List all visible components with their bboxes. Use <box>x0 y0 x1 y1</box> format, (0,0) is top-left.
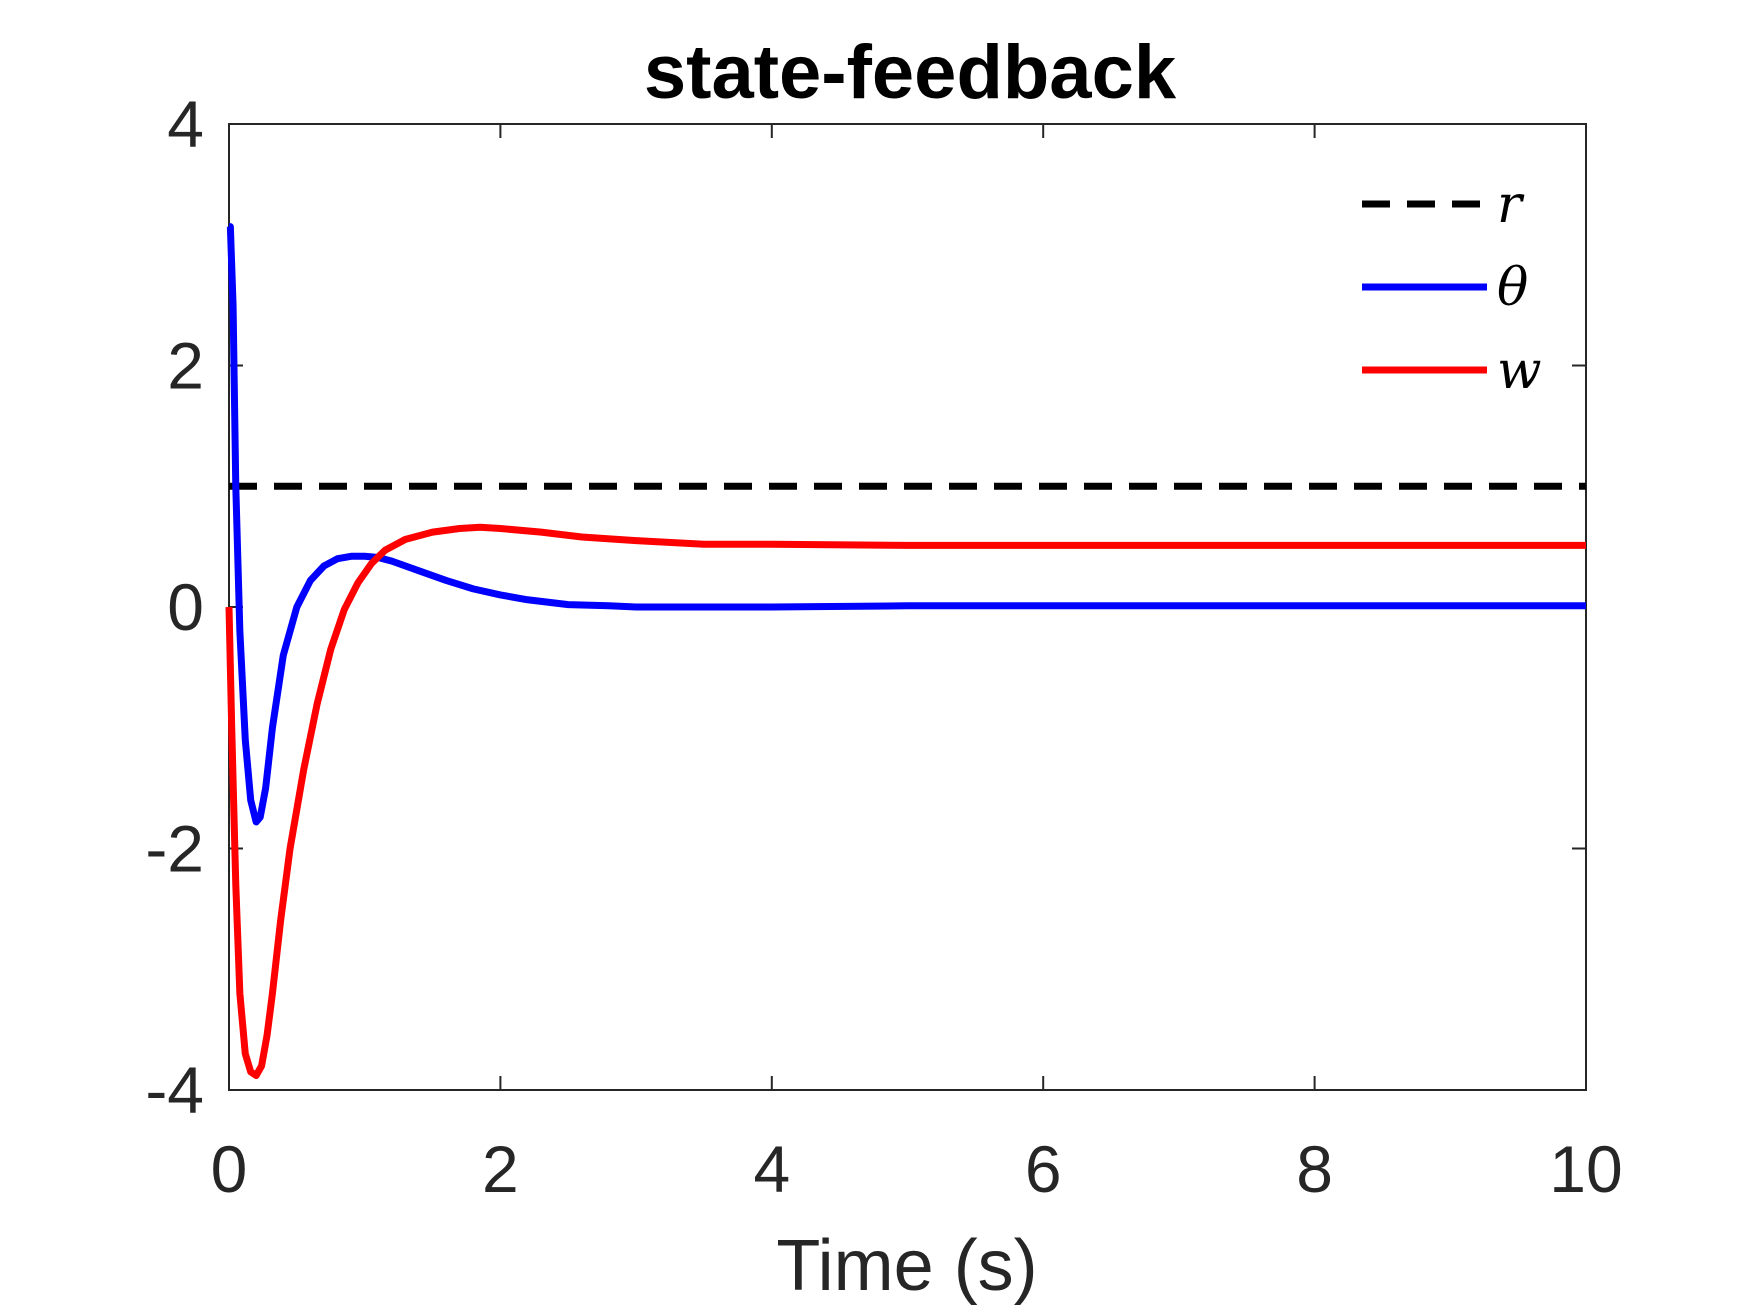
series-line-2 <box>225 523 1586 1080</box>
y-tick-label: -4 <box>145 1053 204 1127</box>
series-layer <box>225 223 1586 1080</box>
y-tick-label: 0 <box>167 570 204 644</box>
y-tick-label: -2 <box>145 812 204 886</box>
x-tick-label: 8 <box>1296 1132 1333 1206</box>
ticks-layer: 0 2 4 6 8 10 -4 -2 0 2 4 <box>145 87 1622 1206</box>
y-tick-label: 4 <box>167 87 204 161</box>
x-tick-label: 2 <box>482 1132 519 1206</box>
x-tick-label: 6 <box>1025 1132 1062 1206</box>
legend-label-2: w <box>1497 341 1542 401</box>
x-tick-label: 10 <box>1549 1132 1622 1206</box>
legend-label-1: θ <box>1497 258 1528 318</box>
chart-title: state-feedback <box>644 30 1177 115</box>
y-tick-label: 2 <box>167 329 204 403</box>
series-line-1 <box>226 223 1586 826</box>
x-axis-label: Time (s) <box>776 1226 1037 1306</box>
legend: rθw <box>1362 175 1542 401</box>
x-tick-label: 4 <box>753 1132 790 1206</box>
x-tick-label: 0 <box>211 1132 248 1206</box>
legend-label-0: r <box>1497 175 1525 235</box>
